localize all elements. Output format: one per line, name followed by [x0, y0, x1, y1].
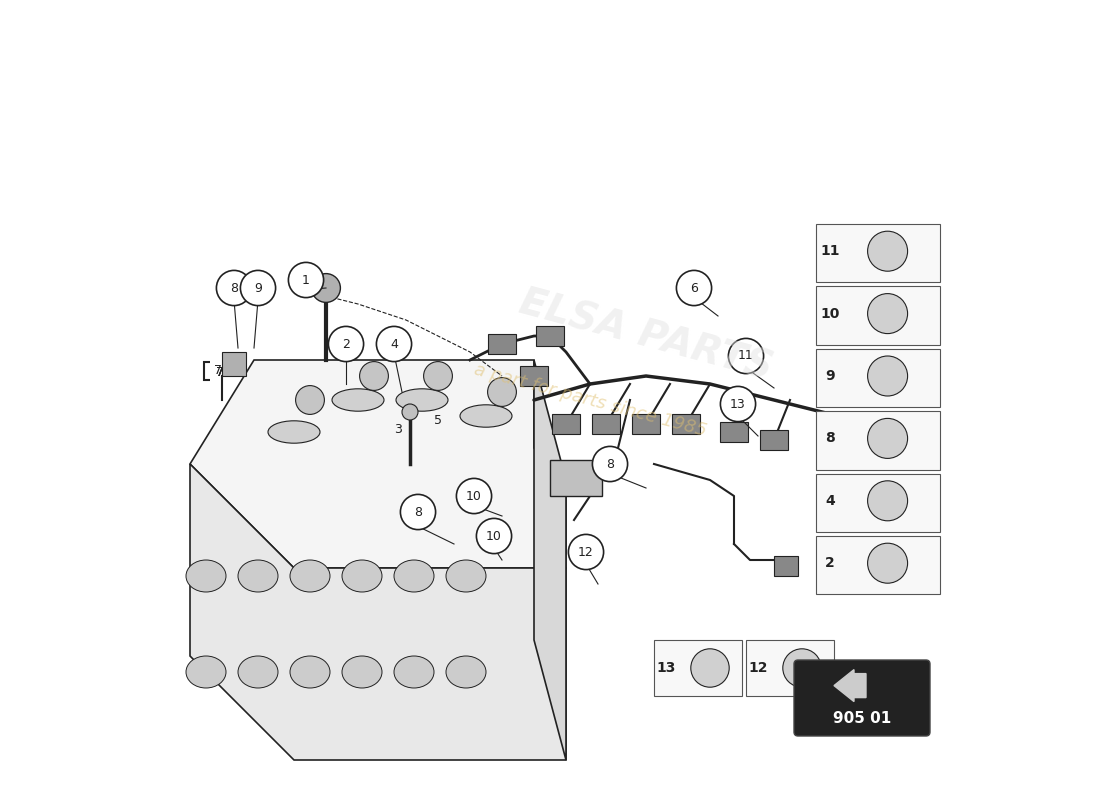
Circle shape [424, 362, 452, 390]
Text: 10: 10 [466, 490, 482, 502]
Ellipse shape [446, 656, 486, 688]
Ellipse shape [290, 656, 330, 688]
Bar [487, 334, 516, 354]
Ellipse shape [394, 560, 435, 592]
Circle shape [868, 356, 908, 396]
Text: 11: 11 [738, 350, 754, 362]
Text: 2: 2 [342, 338, 350, 350]
Text: 5: 5 [434, 414, 442, 426]
Circle shape [720, 386, 756, 422]
Text: 13: 13 [730, 398, 746, 410]
Circle shape [868, 418, 908, 458]
Text: 12: 12 [579, 546, 594, 558]
Circle shape [241, 270, 276, 306]
Circle shape [296, 386, 324, 414]
Circle shape [593, 446, 628, 482]
Bar [815, 349, 939, 407]
Text: 4: 4 [390, 338, 398, 350]
Ellipse shape [342, 560, 382, 592]
Text: 6: 6 [690, 282, 697, 294]
Bar [760, 430, 789, 450]
Bar [815, 224, 939, 282]
Ellipse shape [446, 560, 486, 592]
Bar [774, 556, 798, 576]
Bar [746, 640, 834, 696]
Text: 13: 13 [657, 661, 675, 675]
Circle shape [569, 534, 604, 570]
Ellipse shape [186, 560, 225, 592]
Text: 3: 3 [394, 423, 402, 436]
Circle shape [868, 294, 908, 334]
Circle shape [217, 270, 252, 306]
Ellipse shape [268, 421, 320, 443]
Ellipse shape [238, 656, 278, 688]
Text: 4: 4 [825, 494, 835, 508]
Circle shape [311, 274, 340, 302]
Ellipse shape [342, 656, 382, 688]
Text: ELSA PARTS: ELSA PARTS [515, 284, 777, 388]
Text: 7: 7 [217, 366, 224, 378]
Ellipse shape [396, 389, 448, 411]
Text: 10: 10 [821, 306, 839, 321]
Ellipse shape [238, 560, 278, 592]
Circle shape [487, 378, 516, 406]
Text: 7: 7 [216, 366, 223, 378]
Text: 9: 9 [254, 282, 262, 294]
Bar [536, 326, 564, 346]
FancyArrow shape [834, 670, 866, 702]
Ellipse shape [186, 656, 225, 688]
Circle shape [402, 404, 418, 420]
Circle shape [400, 494, 436, 530]
Bar [592, 414, 620, 434]
Circle shape [868, 481, 908, 521]
Ellipse shape [394, 656, 435, 688]
Bar [631, 414, 660, 434]
Circle shape [676, 270, 712, 306]
Ellipse shape [332, 389, 384, 411]
Text: 7: 7 [216, 366, 223, 378]
Bar [672, 414, 701, 434]
Text: 8: 8 [825, 431, 835, 446]
Text: 12: 12 [748, 661, 768, 675]
Text: 11: 11 [821, 244, 839, 258]
Text: 9: 9 [825, 369, 835, 383]
Circle shape [868, 543, 908, 583]
Bar [550, 460, 602, 496]
Ellipse shape [460, 405, 512, 427]
Text: 10: 10 [486, 530, 502, 542]
Bar [815, 286, 939, 345]
Text: 8: 8 [230, 282, 238, 294]
Text: 2: 2 [825, 556, 835, 570]
Ellipse shape [290, 560, 330, 592]
Bar [815, 536, 939, 594]
Bar [854, 420, 890, 448]
Text: 8: 8 [606, 458, 614, 470]
Polygon shape [222, 352, 246, 376]
Polygon shape [190, 360, 566, 568]
Text: a part for parts since 1985: a part for parts since 1985 [472, 360, 708, 440]
Polygon shape [190, 464, 566, 760]
Circle shape [868, 231, 908, 271]
Bar [815, 474, 939, 532]
Bar [654, 640, 743, 696]
Circle shape [329, 326, 364, 362]
Circle shape [728, 338, 763, 374]
Circle shape [376, 326, 411, 362]
FancyBboxPatch shape [794, 660, 930, 736]
Bar [551, 414, 581, 434]
Circle shape [456, 478, 492, 514]
Circle shape [783, 649, 822, 687]
Text: 1: 1 [302, 274, 310, 286]
Bar [719, 422, 748, 442]
Circle shape [476, 518, 512, 554]
Text: 905 01: 905 01 [833, 711, 891, 726]
Bar [519, 366, 549, 386]
Circle shape [360, 362, 388, 390]
Circle shape [691, 649, 729, 687]
Bar [815, 411, 939, 470]
Circle shape [288, 262, 323, 298]
Text: 8: 8 [414, 506, 422, 518]
Text: 7: 7 [214, 364, 222, 377]
Polygon shape [534, 360, 566, 760]
